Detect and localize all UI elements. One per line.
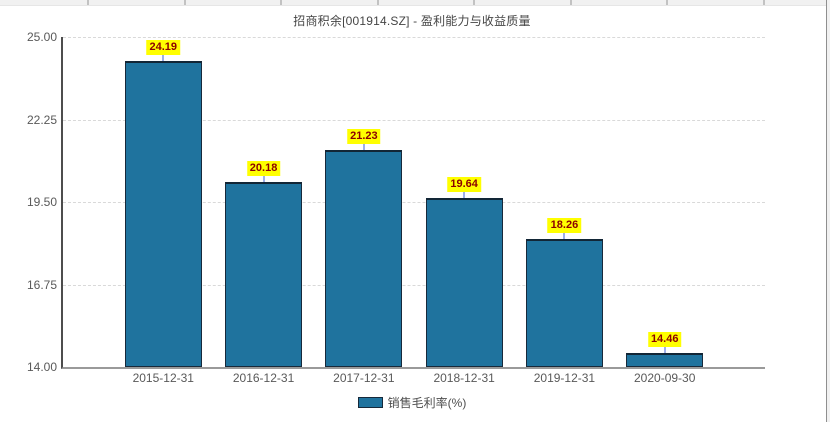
y-axis-tick-label: 14.00 — [26, 360, 57, 374]
window-edge-line — [826, 0, 827, 422]
x-axis-label: 2018-12-31 — [433, 371, 495, 385]
y-axis-tick-label: 19.50 — [26, 195, 57, 209]
bar-2018-12-31[interactable] — [425, 197, 503, 367]
x-axis-label: 2016-12-31 — [232, 371, 295, 385]
bar-2015-12-31[interactable] — [124, 61, 202, 367]
legend-swatch-icon — [357, 396, 383, 408]
plot-area: 25.00 22.25 19.50 16.75 14.00 24.19 2015-12-31… — [27, 30, 765, 385]
gridline — [63, 202, 765, 203]
chrome-strip-tick — [763, 0, 765, 5]
legend-label: 销售毛利率(%) — [387, 395, 467, 410]
chrome-strip-tick — [666, 0, 668, 5]
x-axis-label: 2020-09-30 — [634, 371, 696, 385]
chrome-strip-tick — [87, 0, 89, 5]
gridline — [63, 284, 765, 286]
value-label-connector — [363, 144, 365, 151]
bar-value-label: 24.19 — [146, 40, 181, 56]
browser-chrome-strip — [0, 0, 827, 6]
value-label-connector — [563, 233, 565, 240]
value-label-connector — [162, 55, 164, 62]
gridline — [63, 119, 765, 121]
legend-item[interactable]: 销售毛利率(%) — [61, 393, 763, 411]
chrome-strip-tick — [473, 0, 475, 5]
x-axis-label: 2015-12-31 — [132, 371, 194, 385]
gridline — [63, 37, 765, 38]
y-axis-tick-label: 22.25 — [26, 112, 57, 127]
bar-2016-12-31[interactable] — [225, 181, 303, 367]
chart-title: 招商积余[001914.SZ] - 盈利能力与收益质量 — [293, 14, 531, 28]
chrome-strip-tick — [184, 0, 186, 5]
bar-value-label: 20.18 — [246, 160, 281, 176]
x-axis-label: 2017-12-31 — [333, 371, 395, 385]
bar-value-label: 19.64 — [447, 176, 481, 192]
x-axis-label: 2019-12-31 — [533, 371, 596, 385]
value-label-connector — [664, 347, 666, 354]
bar-2019-12-31[interactable] — [525, 239, 603, 367]
chrome-strip-tick — [570, 0, 572, 5]
window-edge-fill — [827, 0, 830, 422]
chrome-strip-tick — [280, 0, 282, 5]
value-label-connector — [463, 191, 465, 198]
chrome-strip-tick — [377, 0, 379, 5]
y-axis-tick-label: 16.75 — [26, 277, 57, 292]
bar-value-label: 18.26 — [547, 218, 582, 234]
bar-value-label: 14.46 — [647, 332, 682, 348]
bar-2020-09-30[interactable] — [626, 353, 704, 367]
value-label-connector — [263, 175, 265, 182]
y-axis-tick-label: 25.00 — [26, 30, 57, 44]
bar-2017-12-31[interactable] — [325, 150, 403, 367]
bar-value-label: 21.23 — [347, 129, 381, 145]
